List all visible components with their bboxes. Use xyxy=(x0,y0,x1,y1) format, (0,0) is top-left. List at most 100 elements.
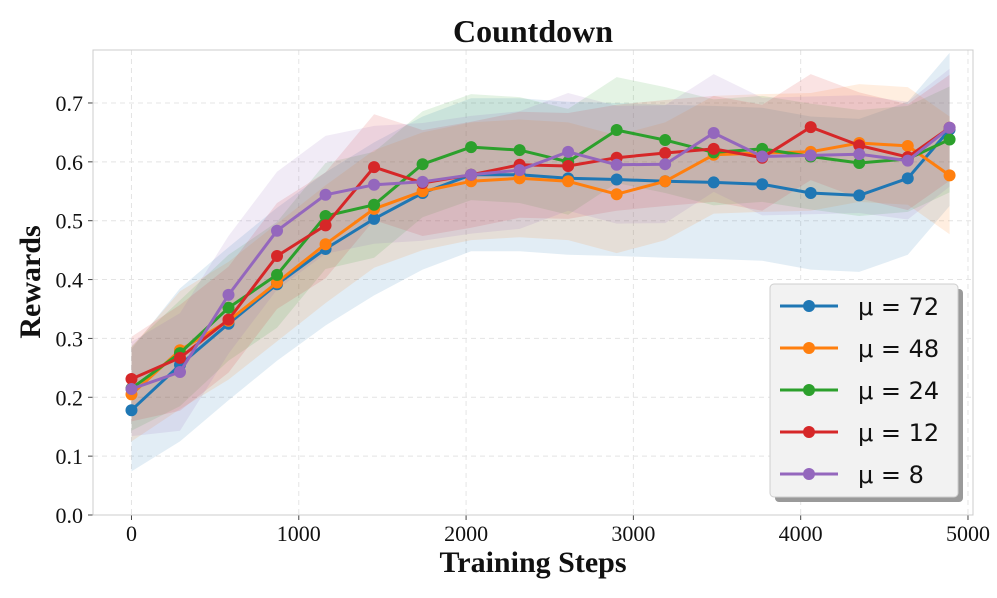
plot-frame xyxy=(92,49,974,516)
legend-marker-2 xyxy=(803,384,815,396)
y-axis-title: Rewards xyxy=(14,225,47,338)
point-series-2-4 xyxy=(319,209,332,222)
point-series-2-11 xyxy=(659,134,672,147)
legend-box xyxy=(769,283,959,498)
band-series-2 xyxy=(131,77,950,431)
point-series-0-5 xyxy=(368,212,381,225)
legend: μ = 72 μ = 48 μ = 24 μ = 12 μ = 8 xyxy=(769,283,963,502)
point-series-4-8 xyxy=(513,164,526,177)
point-series-4-17 xyxy=(943,121,956,134)
series-lines xyxy=(125,121,956,417)
point-series-3-15 xyxy=(853,139,866,152)
point-series-3-5 xyxy=(368,161,381,174)
point-series-3-11 xyxy=(659,147,672,160)
point-series-1-6 xyxy=(416,185,429,198)
point-series-2-15 xyxy=(853,157,866,170)
legend-marker-3 xyxy=(803,426,815,438)
point-series-1-16 xyxy=(901,139,914,152)
point-series-1-8 xyxy=(513,172,526,185)
y-tick-label-5: 0.5 xyxy=(56,209,84,234)
line-series-0 xyxy=(130,128,951,412)
x-tick-label-3: 3000 xyxy=(611,521,655,546)
legend-marker-1 xyxy=(803,342,815,354)
band-series-1 xyxy=(131,84,950,442)
line-series-2 xyxy=(130,128,951,390)
y-tick-label-3: 0.3 xyxy=(56,326,84,351)
point-series-3-4 xyxy=(319,219,332,232)
point-series-0-15 xyxy=(853,189,866,202)
band-series-3 xyxy=(131,74,950,422)
legend-marker-0 xyxy=(803,300,815,312)
y-tick-label-2: 0.2 xyxy=(56,385,84,410)
point-series-4-13 xyxy=(756,150,769,163)
point-series-2-3 xyxy=(271,268,284,281)
point-series-2-17 xyxy=(943,133,956,146)
x-tick-label-4: 4000 xyxy=(779,521,823,546)
x-tick-label-0: 0 xyxy=(126,521,137,546)
line-series-3 xyxy=(130,125,951,381)
point-series-2-8 xyxy=(513,144,526,157)
legend-label-2: μ = 24 xyxy=(858,377,939,405)
point-series-0-0 xyxy=(125,404,138,417)
point-series-2-10 xyxy=(610,124,623,137)
chart-title: Countdown xyxy=(453,13,613,49)
point-series-2-5 xyxy=(368,198,381,211)
point-series-2-7 xyxy=(465,141,478,154)
x-axis: 0 1000 2000 3000 4000 5000 xyxy=(126,515,990,546)
y-tick-label-0: 0.0 xyxy=(56,503,84,528)
legend-marker-4 xyxy=(803,468,815,480)
point-series-1-10 xyxy=(610,188,623,201)
point-series-0-14 xyxy=(804,187,817,200)
y-tick-label-6: 0.6 xyxy=(56,150,84,175)
line-series-4 xyxy=(131,126,951,391)
point-series-0-10 xyxy=(610,173,623,186)
point-series-4-3 xyxy=(271,224,284,237)
point-series-1-17 xyxy=(943,169,956,182)
legend-label-0: μ = 72 xyxy=(858,293,939,321)
point-series-4-5 xyxy=(368,178,381,191)
point-series-4-7 xyxy=(465,168,478,181)
point-series-0-13 xyxy=(756,178,769,191)
point-series-4-2 xyxy=(222,288,235,301)
point-series-2-2 xyxy=(222,301,235,314)
x-tick-label-5: 5000 xyxy=(946,521,990,546)
point-series-1-4 xyxy=(319,238,332,251)
point-series-2-6 xyxy=(416,158,429,171)
x-tick-label-1: 1000 xyxy=(277,521,321,546)
legend-label-3: μ = 12 xyxy=(858,419,939,447)
y-axis: 0.0 0.1 0.2 0.3 0.4 0.5 0.6 0.7 xyxy=(56,91,93,528)
point-series-4-15 xyxy=(853,148,866,161)
point-series-3-14 xyxy=(804,121,817,134)
point-series-0-16 xyxy=(901,172,914,185)
x-axis-title: Training Steps xyxy=(440,546,627,579)
point-series-3-0 xyxy=(125,373,138,386)
y-tick-label-4: 0.4 xyxy=(56,268,84,293)
point-series-4-14 xyxy=(804,149,817,162)
band-series-4 xyxy=(131,68,950,437)
y-tick-label-7: 0.7 xyxy=(56,91,84,116)
point-series-4-16 xyxy=(901,154,914,167)
point-series-4-1 xyxy=(173,365,186,378)
point-series-4-6 xyxy=(416,175,429,188)
legend-label-1: μ = 48 xyxy=(858,335,939,363)
bands xyxy=(131,52,950,472)
legend-label-4: μ = 8 xyxy=(858,461,924,489)
point-series-1-9 xyxy=(562,175,575,188)
x-tick-label-2: 2000 xyxy=(444,521,488,546)
point-series-3-12 xyxy=(707,142,720,155)
y-tick-label-1: 0.1 xyxy=(56,444,84,469)
point-series-1-11 xyxy=(659,175,672,188)
point-series-0-12 xyxy=(707,176,720,189)
line-series-1 xyxy=(130,141,951,396)
point-series-3-2 xyxy=(222,313,235,326)
point-series-3-1 xyxy=(173,351,186,364)
point-series-4-12 xyxy=(707,126,720,139)
band-series-0 xyxy=(131,52,950,472)
point-series-4-0 xyxy=(125,383,138,396)
point-series-4-10 xyxy=(610,158,623,171)
point-series-4-9 xyxy=(562,145,575,158)
point-series-4-11 xyxy=(659,158,672,171)
point-series-4-4 xyxy=(319,188,332,201)
point-series-3-3 xyxy=(271,250,284,263)
